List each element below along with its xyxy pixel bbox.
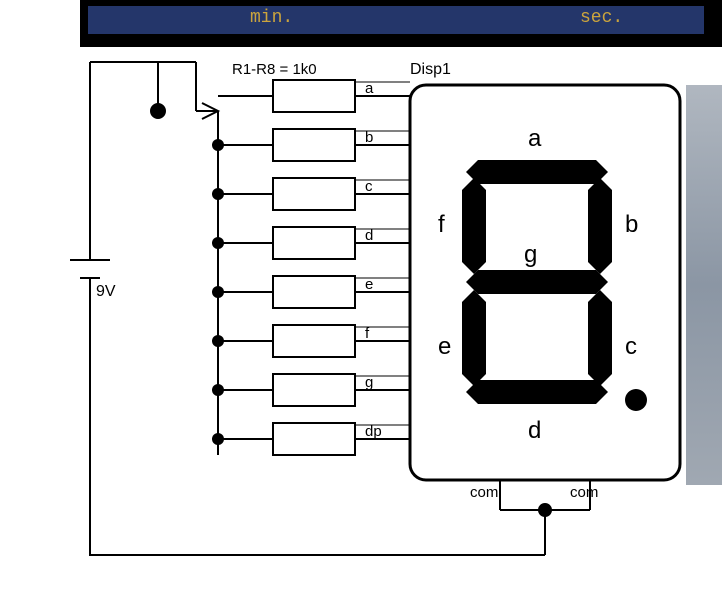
pin-label: dp	[365, 423, 382, 440]
segment-f	[462, 178, 486, 274]
segment-d	[466, 380, 608, 404]
seg-label-g: g	[524, 241, 537, 268]
battery-label: 9V	[96, 283, 116, 300]
seg-label-f: f	[438, 211, 445, 238]
pin-label: c	[365, 178, 373, 195]
circuit-diagram: 9V R1-R8 = 1k0 a b c d e f g dp Disp1	[0, 0, 722, 603]
com-label-1: com	[470, 484, 498, 501]
pin-label: e	[365, 276, 373, 293]
seg-label-b: b	[625, 211, 638, 238]
display-label: Disp1	[410, 61, 451, 78]
seg-label-c: c	[625, 333, 637, 360]
probe-arrow	[151, 62, 218, 119]
resistor	[273, 129, 355, 161]
segment-dp	[625, 389, 647, 411]
segment-a	[466, 160, 608, 184]
seg-label-e: e	[438, 333, 451, 360]
segment-c	[588, 290, 612, 386]
resistor	[273, 374, 355, 406]
resistor-bank-label: R1-R8 = 1k0	[232, 61, 317, 78]
segment-b	[588, 178, 612, 274]
resistor	[273, 80, 355, 112]
resistor-rows: a b c d e f g dp	[212, 80, 410, 455]
resistor	[273, 227, 355, 259]
com-label-2: com	[570, 484, 598, 501]
seg-label-d: d	[528, 417, 541, 444]
segment-e	[462, 290, 486, 386]
resistor	[273, 276, 355, 308]
pin-label: g	[365, 374, 373, 391]
resistor	[273, 178, 355, 210]
resistor	[273, 325, 355, 357]
resistor	[273, 423, 355, 455]
segment-g	[466, 270, 608, 294]
seg-label-a: a	[528, 125, 542, 152]
pin-label: b	[365, 129, 373, 146]
pin-label: d	[365, 227, 373, 244]
pin-label: a	[365, 80, 374, 97]
pin-label: f	[365, 325, 370, 342]
